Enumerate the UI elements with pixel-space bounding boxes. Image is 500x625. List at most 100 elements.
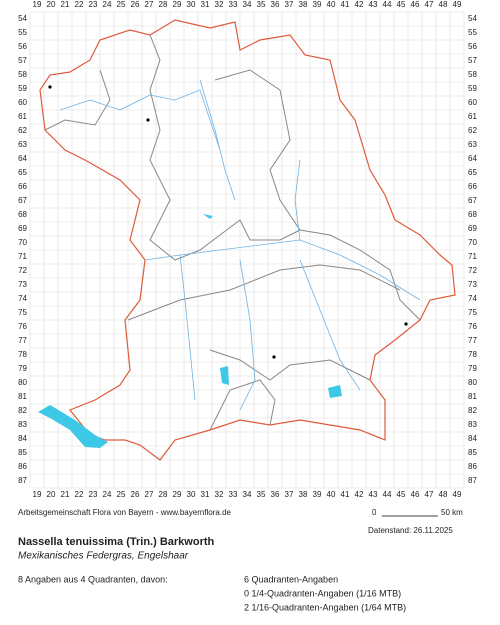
row-label: 86 <box>18 462 27 471</box>
state-border <box>39 19 456 461</box>
column-label: 20 <box>47 0 56 9</box>
row-label: 72 <box>468 266 477 275</box>
grid <box>29 11 465 489</box>
row-label: 74 <box>468 294 477 303</box>
column-label: 40 <box>327 490 336 499</box>
row-label: 61 <box>18 112 27 121</box>
row-label: 59 <box>468 84 477 93</box>
column-label: 25 <box>117 490 126 499</box>
row-label: 72 <box>18 266 27 275</box>
column-label: 49 <box>453 490 462 499</box>
date: Datenstand: 26.11.2025 <box>368 526 453 535</box>
row-label: 57 <box>468 56 477 65</box>
row-label: 63 <box>468 140 477 149</box>
row-label: 85 <box>468 448 477 457</box>
row-label: 84 <box>468 434 477 443</box>
lakes <box>38 214 342 448</box>
row-label: 66 <box>468 182 477 191</box>
row-label: 80 <box>18 378 27 387</box>
river <box>199 79 236 201</box>
row-label: 83 <box>18 420 27 429</box>
row-label: 55 <box>18 28 27 37</box>
row-label: 70 <box>18 238 27 247</box>
row-label: 82 <box>468 406 477 415</box>
row-label: 75 <box>18 308 27 317</box>
column-label: 46 <box>411 490 420 499</box>
row-label: 76 <box>468 322 477 331</box>
column-label: 23 <box>89 490 98 499</box>
column-label: 47 <box>425 490 434 499</box>
column-label: 34 <box>243 490 252 499</box>
column-label: 27 <box>145 490 154 499</box>
district-border <box>44 69 111 131</box>
row-label: 57 <box>18 56 27 65</box>
column-label: 48 <box>439 0 448 9</box>
row-label: 86 <box>468 462 477 471</box>
lake <box>38 405 108 448</box>
summary-detail: 0 1/4-Quadranten-Angaben (1/16 MTB) <box>244 588 401 598</box>
river <box>239 259 256 411</box>
row-label: 59 <box>18 84 27 93</box>
row-label: 78 <box>18 350 27 359</box>
column-label: 19 <box>33 0 42 9</box>
column-label: 39 <box>313 0 322 9</box>
column-label: 30 <box>187 0 196 9</box>
column-label: 32 <box>215 0 224 9</box>
row-label: 54 <box>18 14 27 23</box>
row-label: 87 <box>18 476 27 485</box>
row-label: 79 <box>468 364 477 373</box>
column-label: 38 <box>299 490 308 499</box>
column-label: 28 <box>159 0 168 9</box>
occurrence-dot <box>146 118 150 122</box>
row-label: 71 <box>468 252 477 261</box>
district-border <box>209 349 371 381</box>
column-label: 28 <box>159 490 168 499</box>
column-label: 31 <box>201 490 210 499</box>
lake <box>220 366 229 385</box>
occurrences <box>48 85 408 359</box>
column-label: 21 <box>61 0 70 9</box>
row-label: 55 <box>468 28 477 37</box>
row-label: 60 <box>468 98 477 107</box>
occurrence-dot <box>272 355 276 359</box>
row-label: 80 <box>468 378 477 387</box>
rivers <box>59 79 421 411</box>
district-border <box>209 379 276 431</box>
row-label: 65 <box>18 168 27 177</box>
occurrence-dot <box>404 322 408 326</box>
row-label: 84 <box>18 434 27 443</box>
row-label: 73 <box>468 280 477 289</box>
row-label: 60 <box>18 98 27 107</box>
row-label: 66 <box>18 182 27 191</box>
column-label: 40 <box>327 0 336 9</box>
column-label: 24 <box>103 0 112 9</box>
occurrence-dot <box>48 85 52 89</box>
row-label: 81 <box>468 392 477 401</box>
column-label: 46 <box>411 0 420 9</box>
district-borders <box>44 34 421 431</box>
column-label: 27 <box>145 0 154 9</box>
row-label: 85 <box>18 448 27 457</box>
row-label: 69 <box>468 224 477 233</box>
column-label: 47 <box>425 0 434 9</box>
row-label: 68 <box>18 210 27 219</box>
row-label: 69 <box>18 224 27 233</box>
row-label: 81 <box>18 392 27 401</box>
credit: Arbeitsgemeinschaft Flora von Bayern - w… <box>18 508 232 517</box>
column-label: 45 <box>397 490 406 499</box>
row-label: 56 <box>468 42 477 51</box>
row-label: 68 <box>468 210 477 219</box>
column-label: 30 <box>187 490 196 499</box>
row-label: 67 <box>468 196 477 205</box>
column-label: 34 <box>243 0 252 9</box>
river <box>299 259 361 391</box>
row-label: 74 <box>18 294 27 303</box>
column-label: 37 <box>285 0 294 9</box>
column-label: 25 <box>117 0 126 9</box>
row-label: 77 <box>18 336 27 345</box>
scale-end: 50 km <box>441 508 463 517</box>
lake <box>203 214 213 219</box>
row-label: 79 <box>18 364 27 373</box>
column-label: 33 <box>229 490 238 499</box>
